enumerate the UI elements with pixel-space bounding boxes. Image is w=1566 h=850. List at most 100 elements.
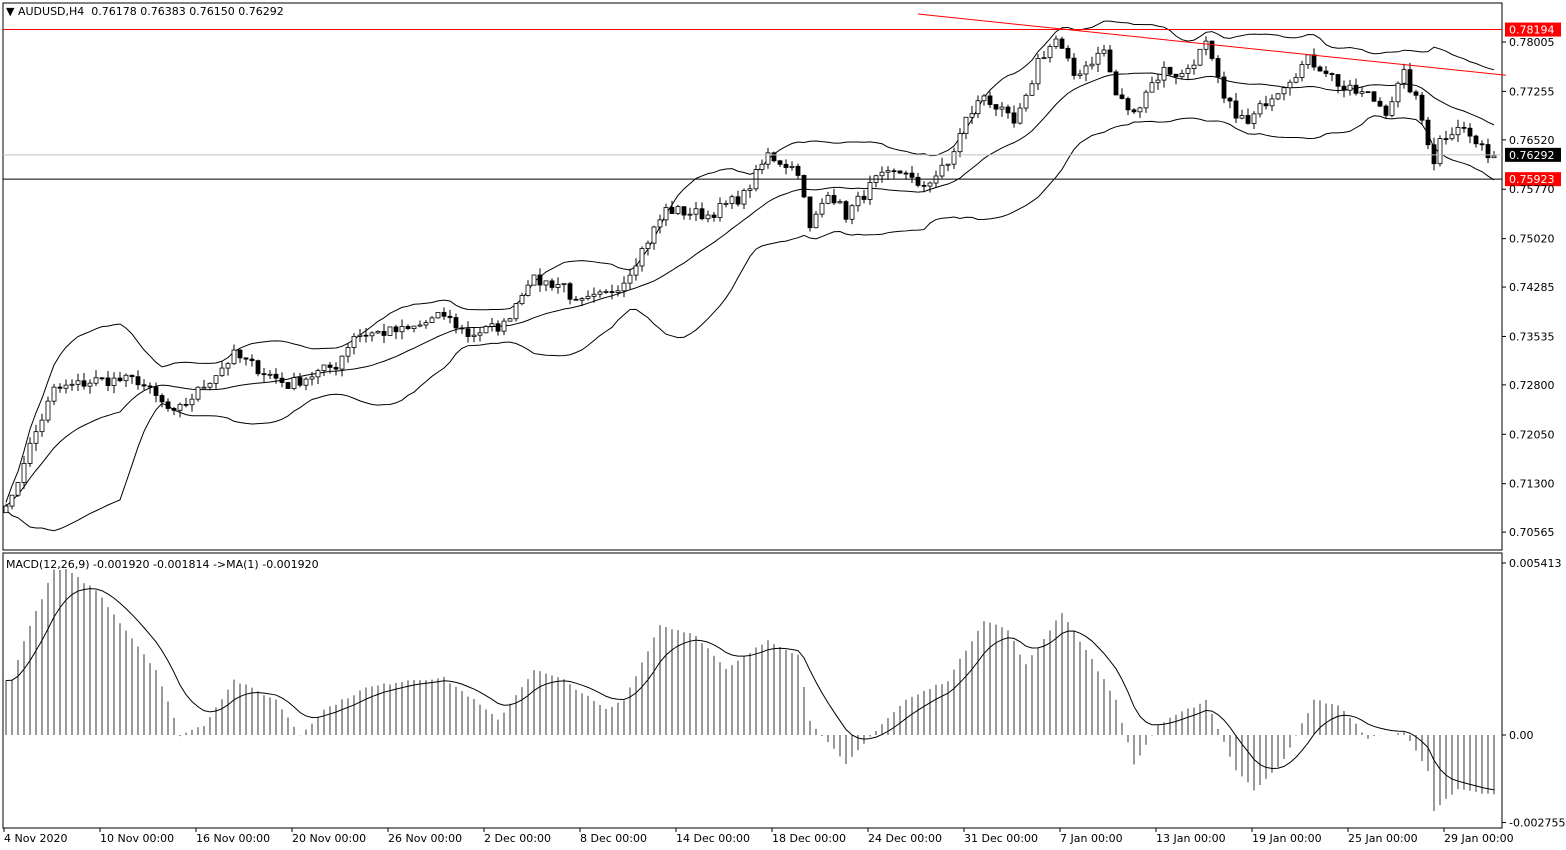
candle	[1119, 94, 1125, 99]
candle	[459, 327, 465, 330]
candle	[1335, 74, 1341, 87]
trendline	[917, 13, 1507, 76]
candle	[297, 377, 303, 386]
candle	[1191, 64, 1197, 69]
candle	[447, 315, 453, 318]
candle	[897, 170, 903, 174]
macd-header: MACD(12,26,9) -0.001920 -0.001814 ->MA(1…	[6, 558, 319, 571]
candle	[1167, 66, 1173, 75]
candle	[939, 164, 945, 177]
candle	[195, 386, 201, 400]
candle	[9, 494, 15, 507]
candle	[519, 295, 525, 305]
candle	[1029, 83, 1035, 96]
candle	[483, 325, 489, 334]
candle	[1005, 106, 1011, 114]
y-tick-label: 0.78005	[1509, 36, 1555, 49]
candle	[75, 380, 81, 385]
candle	[723, 203, 729, 205]
candle	[903, 172, 909, 175]
candle	[999, 106, 1005, 110]
candle	[765, 152, 771, 165]
candle	[1365, 91, 1371, 94]
candle	[747, 188, 753, 191]
candle	[1095, 52, 1101, 65]
candle	[645, 242, 651, 250]
candle	[171, 408, 177, 411]
candle	[1047, 46, 1053, 59]
candle	[1287, 81, 1293, 89]
candle	[1341, 85, 1347, 91]
candle	[1275, 93, 1281, 100]
candle	[285, 382, 291, 389]
candle	[1263, 103, 1269, 107]
candle	[219, 367, 225, 377]
candle	[129, 374, 135, 378]
x-tick-label: 16 Nov 00:00	[196, 832, 270, 845]
candle	[855, 195, 861, 207]
candle	[255, 360, 261, 375]
candle	[1101, 49, 1107, 54]
ohlc-readout: 0.76178 0.76383 0.76150 0.76292	[91, 5, 284, 18]
candle	[489, 323, 495, 327]
candle	[1467, 127, 1473, 137]
candle	[471, 334, 477, 337]
macd-y-tick-label: -0.002755	[1509, 817, 1565, 830]
price-pane-frame	[2, 2, 1503, 551]
candle	[639, 248, 645, 267]
candle	[1257, 103, 1263, 115]
candle	[1359, 91, 1365, 94]
candle	[249, 358, 255, 362]
candle	[369, 332, 375, 337]
candle	[339, 355, 345, 370]
candle	[261, 373, 267, 376]
candle	[435, 311, 441, 319]
candle	[1251, 113, 1257, 124]
candle	[1413, 91, 1419, 96]
candle	[705, 214, 711, 220]
candle	[1431, 144, 1437, 165]
chart-header: ▼ AUDUSD,H4 0.76178 0.76383 0.76150 0.76…	[6, 5, 284, 18]
candle	[1179, 72, 1185, 78]
candle	[231, 349, 237, 365]
candle	[627, 274, 633, 284]
candle	[1023, 94, 1029, 109]
candle	[609, 291, 615, 293]
candle	[1479, 143, 1485, 146]
candle	[927, 182, 933, 187]
candle	[1209, 40, 1215, 59]
x-tick-label: 26 Nov 00:00	[388, 832, 462, 845]
candle	[1395, 82, 1401, 103]
candle	[1113, 71, 1119, 96]
candle	[621, 282, 627, 292]
candle	[267, 373, 273, 376]
candle	[1305, 54, 1311, 66]
candle	[1443, 138, 1449, 141]
candle	[1491, 155, 1497, 159]
candle	[243, 357, 249, 360]
candle	[909, 172, 915, 178]
candle	[1143, 91, 1149, 109]
candle	[759, 163, 765, 170]
candle	[225, 363, 231, 369]
candle	[1299, 64, 1305, 78]
price-label: 0.75923	[1509, 173, 1555, 186]
candle	[1221, 76, 1227, 99]
candle	[531, 274, 537, 286]
candle	[975, 100, 981, 115]
candle	[1077, 73, 1083, 76]
x-tick-label: 20 Nov 00:00	[292, 832, 366, 845]
y-tick-label: 0.72050	[1509, 428, 1555, 441]
candle	[633, 265, 639, 276]
candle	[1239, 115, 1245, 119]
x-tick-label: 31 Dec 00:00	[964, 832, 1038, 845]
candle	[1461, 126, 1467, 129]
y-tick-label: 0.77255	[1509, 85, 1555, 98]
collapse-triangle-icon[interactable]: ▼	[6, 5, 15, 18]
candle	[141, 384, 147, 387]
candle	[1137, 107, 1143, 113]
symbol-label: AUDUSD,H4	[17, 5, 85, 18]
candle	[345, 347, 351, 357]
candle	[657, 219, 663, 228]
